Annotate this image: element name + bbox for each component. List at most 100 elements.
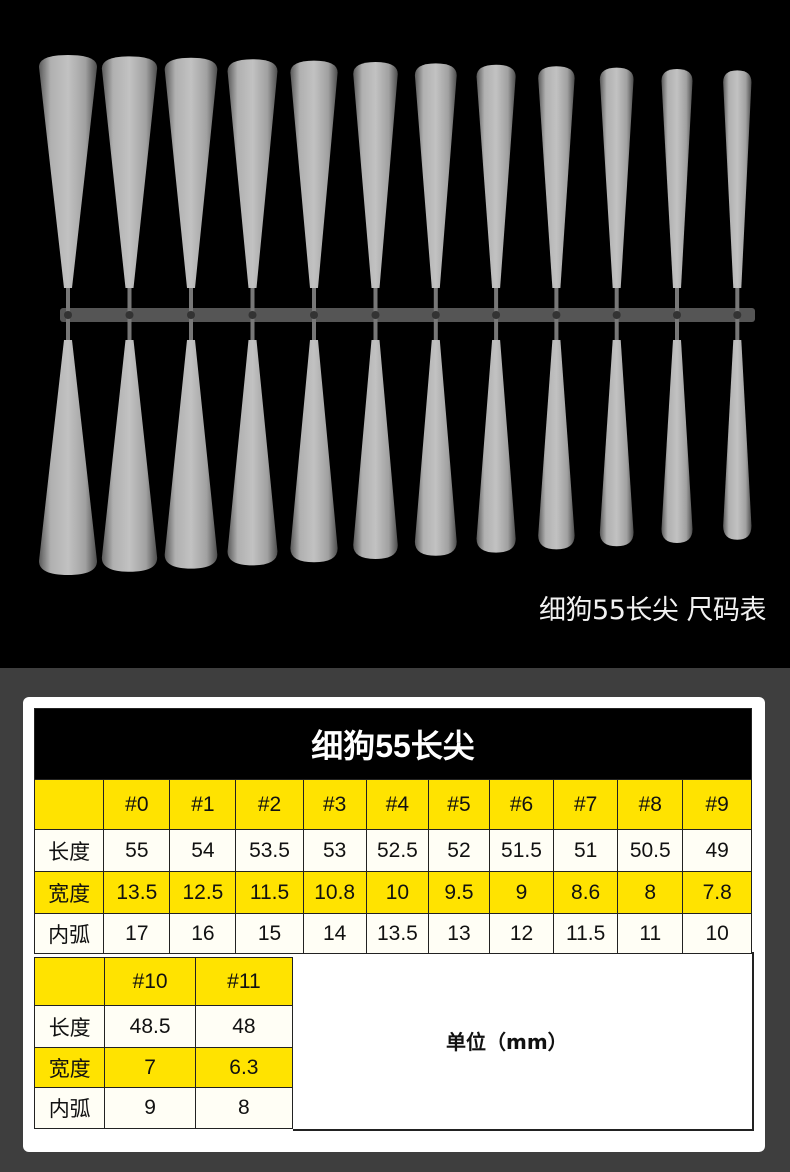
row-label: 宽度	[33, 871, 105, 914]
nail-tip-bottom	[599, 340, 634, 547]
size-header-row: #10 #11	[33, 957, 294, 1006]
stem-joint	[371, 311, 380, 319]
table-row: 长度 55 54 53.5 53 52.5 52 51.5 51 50.5 49	[33, 829, 752, 872]
nail-tip-top	[414, 63, 457, 289]
value-cell: 11	[617, 913, 684, 954]
size-table: 细狗55长尖 #0 #1 #2 #3 #4 #5 #6 #7 #8 #9 长度 55 54 53.5 53…	[33, 708, 752, 954]
size-header: #8	[617, 779, 684, 830]
nail-tips-illustration	[39, 55, 755, 575]
value-cell: 8.6	[553, 871, 619, 914]
photo-caption: 细狗55长尖 尺码表	[539, 595, 766, 626]
value-cell: 12.5	[169, 871, 237, 914]
nail-tip-top	[39, 55, 97, 288]
value-cell: 51.5	[488, 829, 555, 872]
value-cell: 16	[169, 913, 237, 954]
size-header: #10	[104, 957, 196, 1006]
value-cell: 55	[103, 829, 171, 872]
stem-joint	[125, 311, 134, 319]
value-cell: 13.5	[365, 913, 430, 954]
value-cell: 9	[488, 871, 555, 914]
row-label: 长度	[33, 1005, 106, 1048]
nail-tip-bottom	[414, 340, 457, 556]
size-table-continued: #10 #11 长度 48.5 48 宽度 7 6.3 内弧 9 8	[33, 957, 294, 1129]
stem-joint	[612, 311, 621, 319]
nail-tip-top	[353, 62, 398, 288]
nail-tip-top	[476, 64, 516, 288]
row-label: 内弧	[33, 1087, 106, 1129]
size-header: #11	[194, 957, 294, 1006]
value-cell: 9	[104, 1087, 196, 1129]
nail-tip-top	[599, 67, 634, 288]
value-cell: 54	[169, 829, 237, 872]
corner-cell	[33, 779, 105, 830]
stem-joint	[673, 311, 681, 319]
size-header: #9	[682, 779, 752, 830]
size-header: #5	[428, 779, 490, 830]
nail-tip-bottom	[290, 340, 338, 563]
value-cell: 11.5	[235, 871, 304, 914]
value-cell: 13.5	[103, 871, 171, 914]
nail-tip-top	[101, 56, 158, 289]
size-header: #4	[365, 779, 430, 830]
nail-tips-photo: 细狗55长尖 尺码表	[0, 0, 790, 668]
size-header: #6	[488, 779, 555, 830]
value-cell: 52	[428, 829, 490, 872]
value-cell: 53	[302, 829, 367, 872]
nail-tip-bottom	[227, 340, 278, 566]
table-row: 宽度 13.5 12.5 11.5 10.8 10 9.5 9 8.6 8 7.8	[33, 871, 752, 914]
nail-tip-bottom	[538, 340, 575, 550]
value-cell: 51	[553, 829, 619, 872]
value-cell: 49	[682, 829, 752, 872]
row-label: 宽度	[33, 1047, 106, 1088]
nail-tip-bottom	[101, 340, 158, 572]
nail-tip-bottom	[476, 340, 516, 553]
nail-tip-top	[290, 60, 338, 288]
size-header: #1	[169, 779, 237, 830]
value-cell: 11.5	[553, 913, 619, 954]
stem-joint	[187, 311, 195, 319]
nail-tip-top	[538, 66, 575, 288]
nail-tip-bottom	[723, 340, 752, 540]
row-label: 长度	[33, 829, 105, 872]
nail-tip-top	[661, 69, 693, 288]
stem-joint	[552, 311, 561, 319]
size-header: #2	[235, 779, 304, 830]
table-title: 细狗55长尖	[34, 708, 752, 780]
value-cell: 10	[682, 913, 752, 954]
nail-tip-bottom	[164, 340, 218, 569]
stem-joint	[733, 311, 742, 319]
nail-tip-top	[227, 59, 278, 289]
unit-box	[293, 952, 754, 1131]
value-cell: 52.5	[365, 829, 430, 872]
row-label: 内弧	[33, 913, 105, 954]
nail-tip-top	[164, 57, 218, 288]
value-cell: 50.5	[617, 829, 684, 872]
value-cell: 48.5	[104, 1005, 196, 1048]
stem-joint	[310, 311, 318, 319]
size-header: #7	[553, 779, 619, 830]
value-cell: 9.5	[428, 871, 490, 914]
nail-tip-bottom	[39, 340, 97, 575]
size-header: #0	[103, 779, 171, 830]
nail-tip-top	[723, 70, 752, 289]
nail-tip-bottom	[661, 340, 693, 543]
stem-joint	[492, 311, 501, 319]
table-row: 内弧 17 16 15 14 13.5 13 12 11.5 11 10	[33, 913, 752, 954]
size-header: #3	[302, 779, 367, 830]
value-cell: 7	[104, 1047, 196, 1088]
nail-tip-bottom	[353, 340, 398, 559]
unit-label: 单位（mm）	[446, 1030, 568, 1054]
stem-joint	[64, 311, 72, 319]
value-cell: 10.8	[302, 871, 367, 914]
value-cell: 13	[428, 913, 490, 954]
value-cell: 8	[617, 871, 684, 914]
value-cell: 8	[194, 1087, 294, 1129]
value-cell: 53.5	[235, 829, 304, 872]
stem-joint	[431, 311, 440, 319]
size-header-row: #0 #1 #2 #3 #4 #5 #6 #7 #8 #9	[33, 779, 752, 830]
value-cell: 15	[235, 913, 304, 954]
value-cell: 14	[302, 913, 367, 954]
value-cell: 17	[103, 913, 171, 954]
table-row: 长度 48.5 48	[33, 1005, 294, 1048]
table-row: 内弧 9 8	[33, 1087, 294, 1129]
